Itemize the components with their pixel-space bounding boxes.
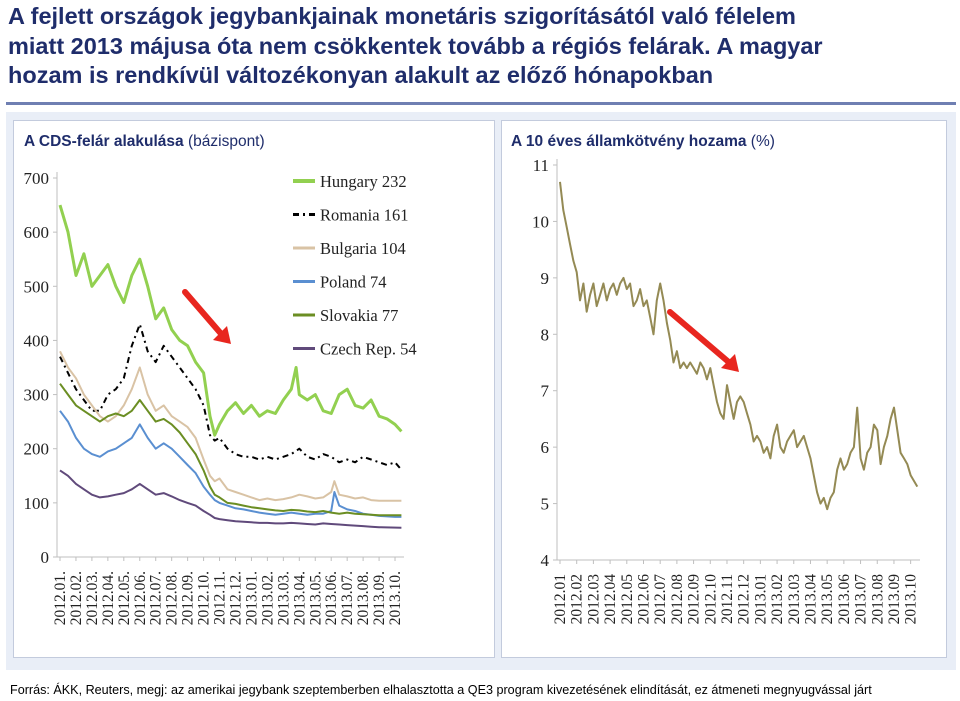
bond-x-tick-label: 2012.05 — [619, 574, 636, 625]
cds-down-arrow-icon-head — [213, 326, 231, 344]
cds-x-tick-label: 2013.06. — [323, 571, 340, 625]
headline-line-3: hozam is rendkívül változékonyan alakult… — [8, 62, 714, 88]
bond-x-tick-label: 2013.07 — [853, 574, 870, 625]
bond-y-tick-label: 11 — [533, 156, 549, 175]
cds-series-poland — [59, 410, 402, 518]
bond-x-tick-label: 2012.11 — [719, 574, 736, 624]
cds-x-tick-label: 2013.09. — [371, 571, 388, 625]
cds-panel — [13, 120, 495, 658]
bond-x-tick-label: 2013.05 — [819, 574, 836, 625]
cds-x-tick-label: 2012.10. — [196, 571, 213, 625]
cds-x-tick-label: 2012.11. — [212, 571, 229, 625]
bond-x-tick-label: 2013.10 — [903, 574, 920, 625]
headline-line-1: A fejlett országok jegybankjainak monetá… — [8, 3, 796, 29]
cds-y-tick-label: 700 — [24, 169, 50, 188]
bond-y-tick-label: 6 — [541, 438, 550, 457]
headline-line-2: miatt 2013 májusa óta nem csökkentek tov… — [8, 32, 823, 59]
cds-y-tick-label: 500 — [24, 277, 50, 296]
bond-x-tick-label: 2013.06 — [836, 574, 853, 625]
legend-label-czech: Czech Rep. 54 — [320, 340, 417, 359]
cds-x-tick-label: 2012.09. — [180, 571, 197, 625]
bond-y-tick-label: 9 — [541, 269, 550, 288]
bond-down-arrow-icon — [667, 309, 739, 372]
bond-down-arrow-icon-shaft — [667, 309, 734, 367]
cds-x-tick-label: 2012.02. — [68, 571, 85, 625]
bond-x-tick-label: 2012.03 — [585, 574, 602, 625]
legend-label-bulgaria: Bulgaria 104 — [320, 239, 406, 258]
bond-title-unit: (%) — [746, 133, 775, 150]
bond-series-bond — [559, 181, 919, 511]
bond-y-tick-label: 5 — [541, 495, 550, 514]
bond-x-tick-label: 2012.10 — [702, 574, 719, 625]
cds-x-tick-label: 2013.05. — [307, 571, 324, 625]
cds-x-tick-label: 2012.06. — [132, 571, 149, 625]
cds-y-tick-label: 200 — [24, 440, 50, 459]
bond-x-tick-label: 2013.08 — [869, 574, 886, 625]
cds-down-arrow-icon — [182, 289, 231, 344]
cds-x-tick-label: 2012.07. — [148, 571, 165, 625]
bond-x-tick-label: 2013.09 — [886, 574, 903, 625]
cds-series-hungary — [58, 204, 403, 437]
cds-x-tick-label: 2012.12. — [227, 571, 244, 625]
cds-x-tick-label: 2012.01. — [52, 571, 69, 625]
bond-x-tick-label: 2012.01 — [552, 574, 569, 624]
cds-series-slovakia — [59, 383, 402, 517]
cds-y-tick-label: 100 — [24, 494, 50, 513]
bond-y-tick-label: 7 — [541, 382, 550, 401]
cds-y-tick-label: 300 — [24, 386, 50, 405]
cds-x-tick-label: 2012.03. — [84, 571, 101, 625]
bond-title-bold: A 10 éves államkötvény hozama — [511, 133, 747, 150]
cds-series-czech — [59, 469, 402, 529]
legend-label-poland: Poland 74 — [320, 273, 386, 292]
cds-x-tick-label: 2013.02. — [259, 571, 276, 625]
cds-down-arrow-icon-shaft — [182, 289, 226, 339]
cds-x-tick-label: 2012.04. — [100, 571, 117, 625]
bond-x-tick-label: 2012.09 — [686, 574, 703, 625]
headline-rule — [6, 102, 956, 105]
bond-x-tick-label: 2012.12 — [736, 574, 753, 624]
headline: A fejlett országok jegybankjainak monetá… — [8, 2, 953, 91]
bond-chart-title: A 10 éves államkötvény hozama (%) — [511, 133, 775, 151]
bond-x-tick-label: 2013.02 — [769, 574, 786, 624]
bond-down-arrow-icon-head — [721, 354, 739, 372]
bond-x-tick-label: 2012.08 — [669, 574, 686, 625]
cds-title-unit: (bázispont) — [183, 133, 265, 150]
bond-y-tick-label: 10 — [532, 212, 549, 231]
cds-series-romania — [59, 323, 403, 471]
bond-x-tick-label: 2013.04 — [802, 574, 819, 625]
bond-x-tick-label: 2012.07 — [652, 574, 669, 625]
legend-label-romania: Romania 161 — [320, 206, 408, 225]
bond-x-tick-label: 2012.02 — [569, 574, 586, 624]
legend-label-slovakia: Slovakia 77 — [320, 306, 398, 325]
cds-series-bulgaria — [59, 350, 402, 502]
cds-y-tick-label: 600 — [24, 223, 50, 242]
cds-x-tick-label: 2012.05. — [116, 571, 133, 625]
cds-x-tick-label: 2013.08. — [355, 571, 372, 625]
legend-label-hungary: Hungary 232 — [320, 172, 407, 191]
bond-x-tick-label: 2013.03 — [786, 574, 803, 625]
bond-x-tick-label: 2012.06 — [635, 574, 652, 625]
source-footnote: Forrás: ÁKK, Reuters, megj: az amerikai … — [10, 683, 872, 697]
cds-chart-title: A CDS-felár alakulása (bázispont) — [24, 133, 265, 151]
cds-x-tick-label: 2013.01. — [243, 571, 260, 625]
cds-x-tick-label: 2013.07. — [339, 571, 356, 625]
cds-x-tick-label: 2013.04. — [291, 571, 308, 625]
cds-x-tick-label: 2013.03. — [275, 571, 292, 625]
cds-y-tick-label: 400 — [24, 331, 50, 350]
cds-y-tick-label: 0 — [41, 548, 50, 567]
bond-x-tick-label: 2013.01 — [752, 574, 769, 624]
cds-x-tick-label: 2013.10. — [387, 571, 404, 625]
bond-y-tick-label: 8 — [541, 325, 550, 344]
bond-y-tick-label: 4 — [541, 551, 550, 570]
cds-title-bold: A CDS-felár alakulása — [24, 133, 184, 150]
bond-x-tick-label: 2012.04 — [602, 574, 619, 625]
cds-x-tick-label: 2012.08. — [164, 571, 181, 625]
bond-panel — [501, 120, 947, 658]
